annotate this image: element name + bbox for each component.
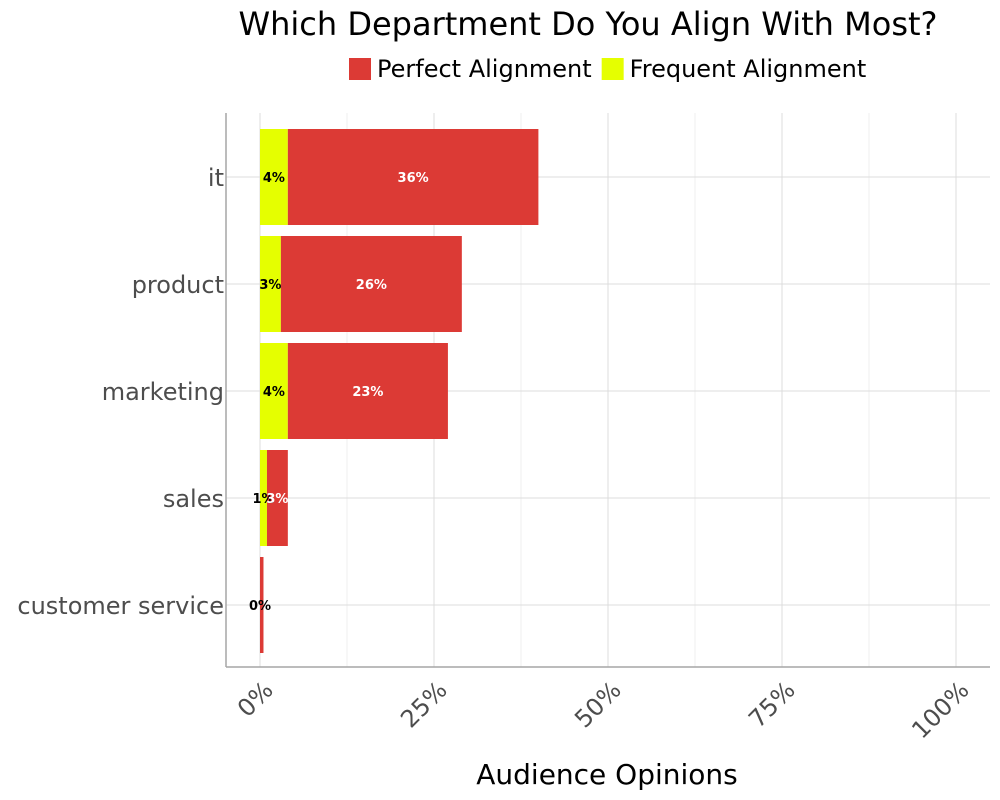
category-label: customer service — [17, 592, 224, 620]
legend-label: Perfect Alignment — [377, 55, 592, 83]
legend-swatch — [601, 58, 624, 80]
category-label: sales — [163, 485, 224, 513]
bar-value-label: 26% — [356, 278, 387, 293]
x-tick-label: 0% — [232, 676, 279, 723]
category-label: it — [208, 164, 224, 192]
bar-perfect-alignment-sales — [266, 450, 288, 546]
x-axis-title: Audience Opinions — [476, 758, 738, 791]
bar-value-label: 3% — [266, 492, 288, 507]
bar-value-label: 4% — [263, 385, 285, 400]
bar-value-label: 23% — [352, 385, 383, 400]
x-tick-label: 25% — [395, 676, 453, 734]
bar-value-label: 1% — [252, 492, 274, 507]
legend: Perfect Alignment Frequent Alignment — [349, 55, 866, 83]
bar-value-label: 3% — [259, 278, 281, 293]
bar-value-label: 4% — [263, 171, 285, 186]
x-tick-label: 100% — [906, 676, 974, 744]
category-label: product — [132, 271, 224, 299]
category-label: marketing — [102, 378, 224, 406]
bar-frequent-alignment-sales — [260, 450, 267, 546]
bar-perfect-alignment-marketing — [287, 343, 448, 439]
bar-value-label: 36% — [398, 171, 429, 186]
bar-perfect-alignment-customer-service — [260, 557, 264, 653]
bar-frequent-alignment-marketing — [260, 343, 288, 439]
bar-frequent-alignment-it — [260, 129, 288, 225]
bar-perfect-alignment-product — [280, 236, 462, 332]
x-tick-label: 75% — [743, 676, 801, 734]
bar-frequent-alignment-product — [260, 236, 281, 332]
legend-label: Frequent Alignment — [630, 55, 867, 83]
bars: 4% 36%3% 26%4% 23%1%3%0% — [249, 129, 539, 653]
chart-title: Which Department Do You Align With Most? — [238, 5, 937, 43]
bar-perfect-alignment-it — [287, 129, 539, 225]
bar-value-label: 0% — [249, 599, 271, 614]
legend-swatch — [349, 58, 371, 80]
x-tick-label: 50% — [569, 676, 627, 734]
